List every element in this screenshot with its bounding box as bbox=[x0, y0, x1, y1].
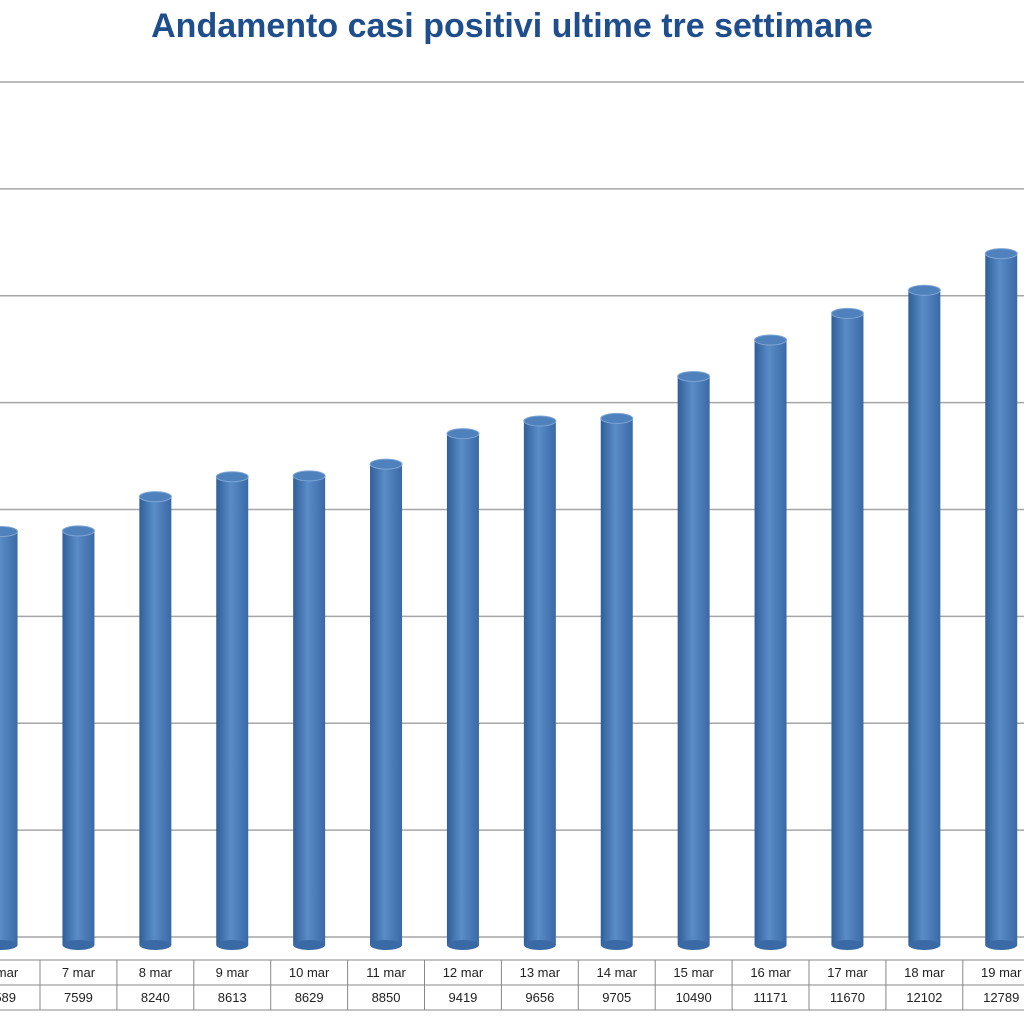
table-value: 12102 bbox=[906, 990, 942, 1005]
table-value: 12789 bbox=[983, 990, 1019, 1005]
bar-body bbox=[677, 376, 710, 945]
bar-body bbox=[62, 530, 95, 945]
bar-body bbox=[985, 253, 1018, 945]
bar-top bbox=[600, 412, 634, 424]
bar-body bbox=[0, 531, 18, 945]
bar-body bbox=[908, 290, 941, 945]
bar-bottom bbox=[216, 940, 249, 950]
bar-top bbox=[61, 525, 95, 537]
bar bbox=[523, 415, 557, 950]
bar bbox=[0, 525, 19, 950]
bar-body bbox=[446, 433, 479, 945]
bar-top bbox=[907, 284, 941, 296]
x-tick-label: 8 mar bbox=[139, 965, 173, 980]
table-value: 9419 bbox=[448, 990, 477, 1005]
bar-bottom bbox=[831, 940, 864, 950]
x-tick-label: 11 mar bbox=[366, 965, 406, 980]
bar-bottom bbox=[446, 940, 479, 950]
bar-body bbox=[370, 464, 403, 945]
bar-body bbox=[523, 421, 556, 945]
table-value: 9656 bbox=[525, 990, 554, 1005]
bar-body bbox=[216, 476, 249, 945]
bar-bottom bbox=[754, 940, 787, 950]
table-value: 8240 bbox=[141, 990, 170, 1005]
bar-body bbox=[139, 496, 172, 945]
table-value: 9705 bbox=[602, 990, 631, 1005]
bar bbox=[984, 248, 1018, 950]
x-tick-label: 10 mar bbox=[289, 965, 330, 980]
bar-bottom bbox=[293, 940, 326, 950]
bar-bottom bbox=[62, 940, 95, 950]
bar-body bbox=[831, 313, 864, 945]
x-tick-label: 12 mar bbox=[443, 965, 484, 980]
bar-bottom bbox=[370, 940, 403, 950]
bar bbox=[907, 284, 941, 950]
bar-top bbox=[215, 471, 249, 483]
x-tick-label: 7 mar bbox=[62, 965, 96, 980]
bar-top bbox=[0, 525, 19, 537]
bar bbox=[830, 307, 864, 950]
bar-top bbox=[523, 415, 557, 427]
x-tick-label: 9 mar bbox=[216, 965, 250, 980]
bar-bottom bbox=[139, 940, 172, 950]
table-value: 10490 bbox=[676, 990, 712, 1005]
bar-top bbox=[830, 307, 864, 319]
x-tick-label: 17 mar bbox=[827, 965, 868, 980]
table-value: 8629 bbox=[295, 990, 324, 1005]
x-tick-label: 13 mar bbox=[520, 965, 561, 980]
bar-top bbox=[138, 491, 172, 503]
bar bbox=[600, 412, 634, 950]
bar-body bbox=[754, 340, 787, 945]
table-value: 7599 bbox=[64, 990, 93, 1005]
table-value: 8613 bbox=[218, 990, 247, 1005]
bar-top bbox=[984, 248, 1018, 260]
bar-top bbox=[677, 370, 711, 382]
x-tick-label: 6 mar bbox=[0, 965, 19, 980]
bar-bottom bbox=[985, 940, 1018, 950]
bar-bottom bbox=[600, 940, 633, 950]
bar bbox=[677, 370, 711, 950]
bar bbox=[446, 428, 480, 950]
chart-title: Andamento casi positivi ultime tre setti… bbox=[151, 7, 873, 45]
bar-top bbox=[446, 428, 480, 440]
bar-body bbox=[293, 475, 326, 945]
bar-body bbox=[600, 418, 633, 946]
bar-bottom bbox=[908, 940, 941, 950]
bar-bottom bbox=[523, 940, 556, 950]
x-tick-label: 19 mar bbox=[981, 965, 1022, 980]
bar-top bbox=[369, 458, 403, 470]
bar bbox=[215, 471, 249, 950]
x-tick-label: 15 mar bbox=[673, 965, 714, 980]
bar bbox=[138, 491, 172, 950]
table-value: 11171 bbox=[753, 990, 787, 1005]
table-value: 8850 bbox=[372, 990, 401, 1005]
bar-top bbox=[754, 334, 788, 346]
table-value: 11670 bbox=[830, 990, 865, 1005]
bar-bottom bbox=[677, 940, 710, 950]
x-tick-label: 16 mar bbox=[750, 965, 791, 980]
bar bbox=[292, 470, 326, 950]
x-tick-label: 14 mar bbox=[597, 965, 638, 980]
bar-top bbox=[292, 470, 326, 482]
bar bbox=[754, 334, 788, 950]
bar bbox=[61, 525, 95, 950]
table-value: 7589 bbox=[0, 990, 16, 1005]
x-tick-label: 18 mar bbox=[904, 965, 945, 980]
bar-bottom bbox=[0, 940, 18, 950]
bar bbox=[369, 458, 403, 950]
